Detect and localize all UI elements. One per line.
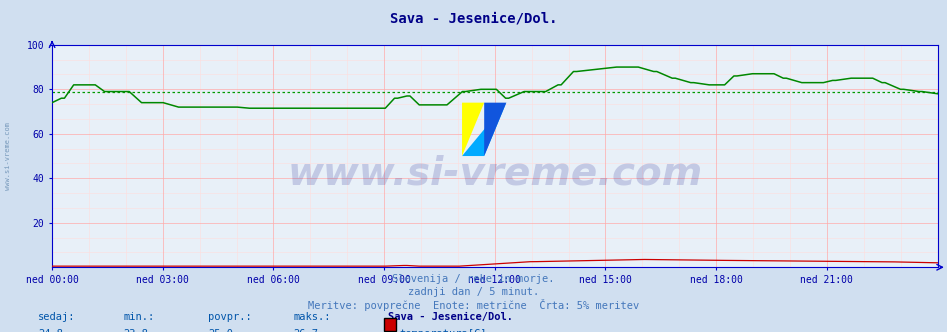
Text: povpr.:: povpr.:: [208, 312, 252, 322]
Text: 25.0: 25.0: [208, 329, 233, 332]
Text: www.si-vreme.com: www.si-vreme.com: [5, 122, 10, 190]
Text: zadnji dan / 5 minut.: zadnji dan / 5 minut.: [408, 287, 539, 297]
Text: maks.:: maks.:: [294, 312, 331, 322]
Polygon shape: [462, 103, 507, 156]
Text: Sava - Jesenice/Dol.: Sava - Jesenice/Dol.: [390, 12, 557, 26]
Polygon shape: [462, 103, 484, 156]
Text: www.si-vreme.com: www.si-vreme.com: [287, 155, 703, 193]
Text: temperatura[C]: temperatura[C]: [400, 329, 487, 332]
Text: sedaj:: sedaj:: [38, 312, 76, 322]
Text: Meritve: povprečne  Enote: metrične  Črta: 5% meritev: Meritve: povprečne Enote: metrične Črta:…: [308, 299, 639, 311]
Text: min.:: min.:: [123, 312, 154, 322]
Text: 24.8: 24.8: [38, 329, 63, 332]
Text: Slovenija / reke in morje.: Slovenija / reke in morje.: [392, 274, 555, 284]
Text: 26.7: 26.7: [294, 329, 318, 332]
Text: Sava - Jesenice/Dol.: Sava - Jesenice/Dol.: [388, 312, 513, 322]
Text: 23.8: 23.8: [123, 329, 148, 332]
Polygon shape: [484, 103, 507, 156]
